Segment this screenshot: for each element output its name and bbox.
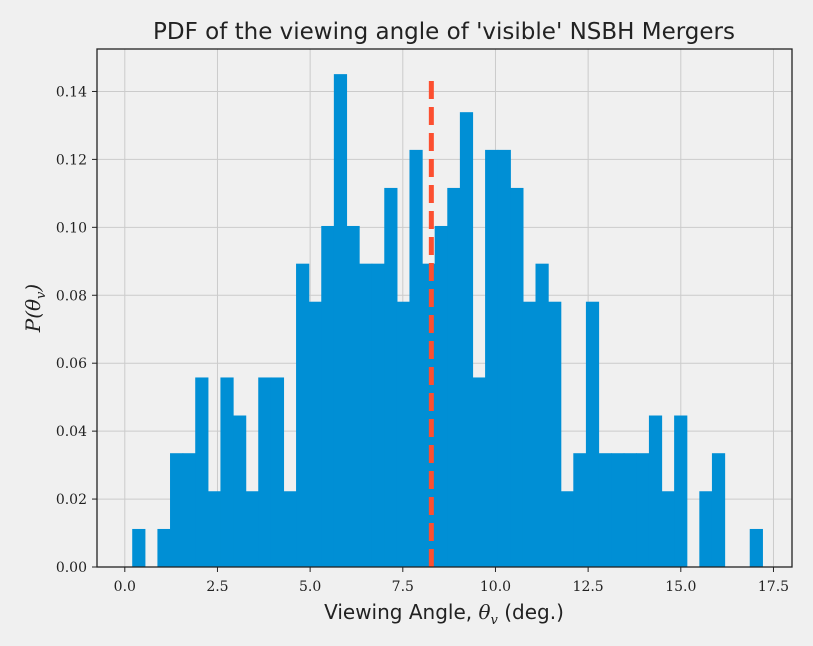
histogram-bar xyxy=(699,491,713,567)
histogram-bar xyxy=(384,187,398,567)
histogram-bar xyxy=(485,149,499,567)
histogram-bar xyxy=(711,453,726,567)
x-tick-labels: 0.0 2.5 5.0 7.5 10.0 12.5 15.0 17.5 xyxy=(114,567,789,595)
y-axis-label: P(θv) xyxy=(21,284,49,333)
histogram-bar xyxy=(522,301,537,567)
x-tick-label: 5.0 xyxy=(299,579,321,595)
x-tick-label: 17.5 xyxy=(758,579,789,595)
histogram-bar xyxy=(674,415,688,567)
x-tick-label: 7.5 xyxy=(392,579,414,595)
chart-title: PDF of the viewing angle of 'visible' NS… xyxy=(153,19,735,45)
histogram-bar xyxy=(497,149,511,567)
histogram-bar xyxy=(422,263,436,567)
y-tick-labels: 0.00 0.02 0.04 0.06 0.08 0.10 0.12 0.14 xyxy=(56,84,97,576)
histogram-bar xyxy=(535,263,549,567)
y-tick-label: 0.08 xyxy=(56,288,87,304)
x-axis-label-suffix: (deg.) xyxy=(498,600,564,624)
histogram-bar xyxy=(396,301,411,567)
histogram-bar xyxy=(585,301,600,567)
histogram-bar xyxy=(661,491,675,567)
histogram-bar xyxy=(749,528,763,567)
histogram-bar xyxy=(472,377,486,567)
histogram-bar xyxy=(371,263,385,567)
histogram-bar xyxy=(598,453,612,567)
y-tick-label: 0.04 xyxy=(56,424,87,440)
x-axis-label-sub: v xyxy=(491,613,499,628)
x-tick-label: 0.0 xyxy=(114,579,136,595)
histogram-bar xyxy=(233,415,247,567)
histogram-bar xyxy=(648,415,663,567)
histogram-bar xyxy=(333,74,348,567)
x-axis-label: Viewing Angle, θv (deg.) xyxy=(324,600,564,628)
y-tick-label: 0.02 xyxy=(56,492,87,508)
histogram-bar xyxy=(510,187,524,567)
x-tick-label: 12.5 xyxy=(573,579,604,595)
histogram-bar xyxy=(195,377,209,567)
histogram-bar xyxy=(560,491,574,567)
histogram-bars xyxy=(132,74,763,567)
histogram-bar xyxy=(636,453,650,567)
y-axis-label-sub: v xyxy=(34,291,49,299)
histogram-bar xyxy=(459,112,474,567)
histogram-bar xyxy=(447,187,461,567)
histogram-bar xyxy=(157,528,171,567)
plot-frame xyxy=(96,48,793,568)
histogram-bar xyxy=(132,528,146,567)
histogram-bar xyxy=(346,225,360,567)
y-axis-label-suffix: ) xyxy=(21,284,45,293)
histogram-bar xyxy=(359,263,373,567)
x-tick-label: 15.0 xyxy=(665,579,696,595)
histogram-bar xyxy=(170,453,184,567)
histogram-bar xyxy=(283,491,297,567)
histogram-bar xyxy=(296,263,310,567)
x-axis-label-symbol: θ xyxy=(478,600,490,624)
y-tick-label: 0.14 xyxy=(56,84,87,100)
y-axis-label-prefix: P( xyxy=(21,310,45,333)
histogram-bar xyxy=(245,491,259,567)
histogram-bar xyxy=(573,453,587,567)
histogram-bar xyxy=(182,453,196,567)
y-tick-label: 0.10 xyxy=(56,220,87,236)
histogram-bar xyxy=(258,377,272,567)
histogram-bar xyxy=(611,453,625,567)
histogram-bar xyxy=(321,225,335,567)
histogram-bar xyxy=(207,491,222,567)
histogram-bar xyxy=(270,377,285,567)
histogram-bar xyxy=(623,453,637,567)
x-axis-label-prefix: Viewing Angle, xyxy=(324,600,478,624)
y-axis-label-symbol: θ xyxy=(21,299,45,311)
histogram-bar xyxy=(409,149,423,567)
y-tick-label: 0.12 xyxy=(56,152,87,168)
histogram-bar xyxy=(434,225,448,567)
histogram-bar xyxy=(548,301,562,567)
x-tick-label: 2.5 xyxy=(206,579,228,595)
y-tick-label: 0.06 xyxy=(56,356,87,372)
y-tick-label: 0.00 xyxy=(56,560,87,576)
histogram-bar xyxy=(220,377,234,567)
histogram-bar xyxy=(308,301,322,567)
x-tick-label: 10.0 xyxy=(480,579,511,595)
